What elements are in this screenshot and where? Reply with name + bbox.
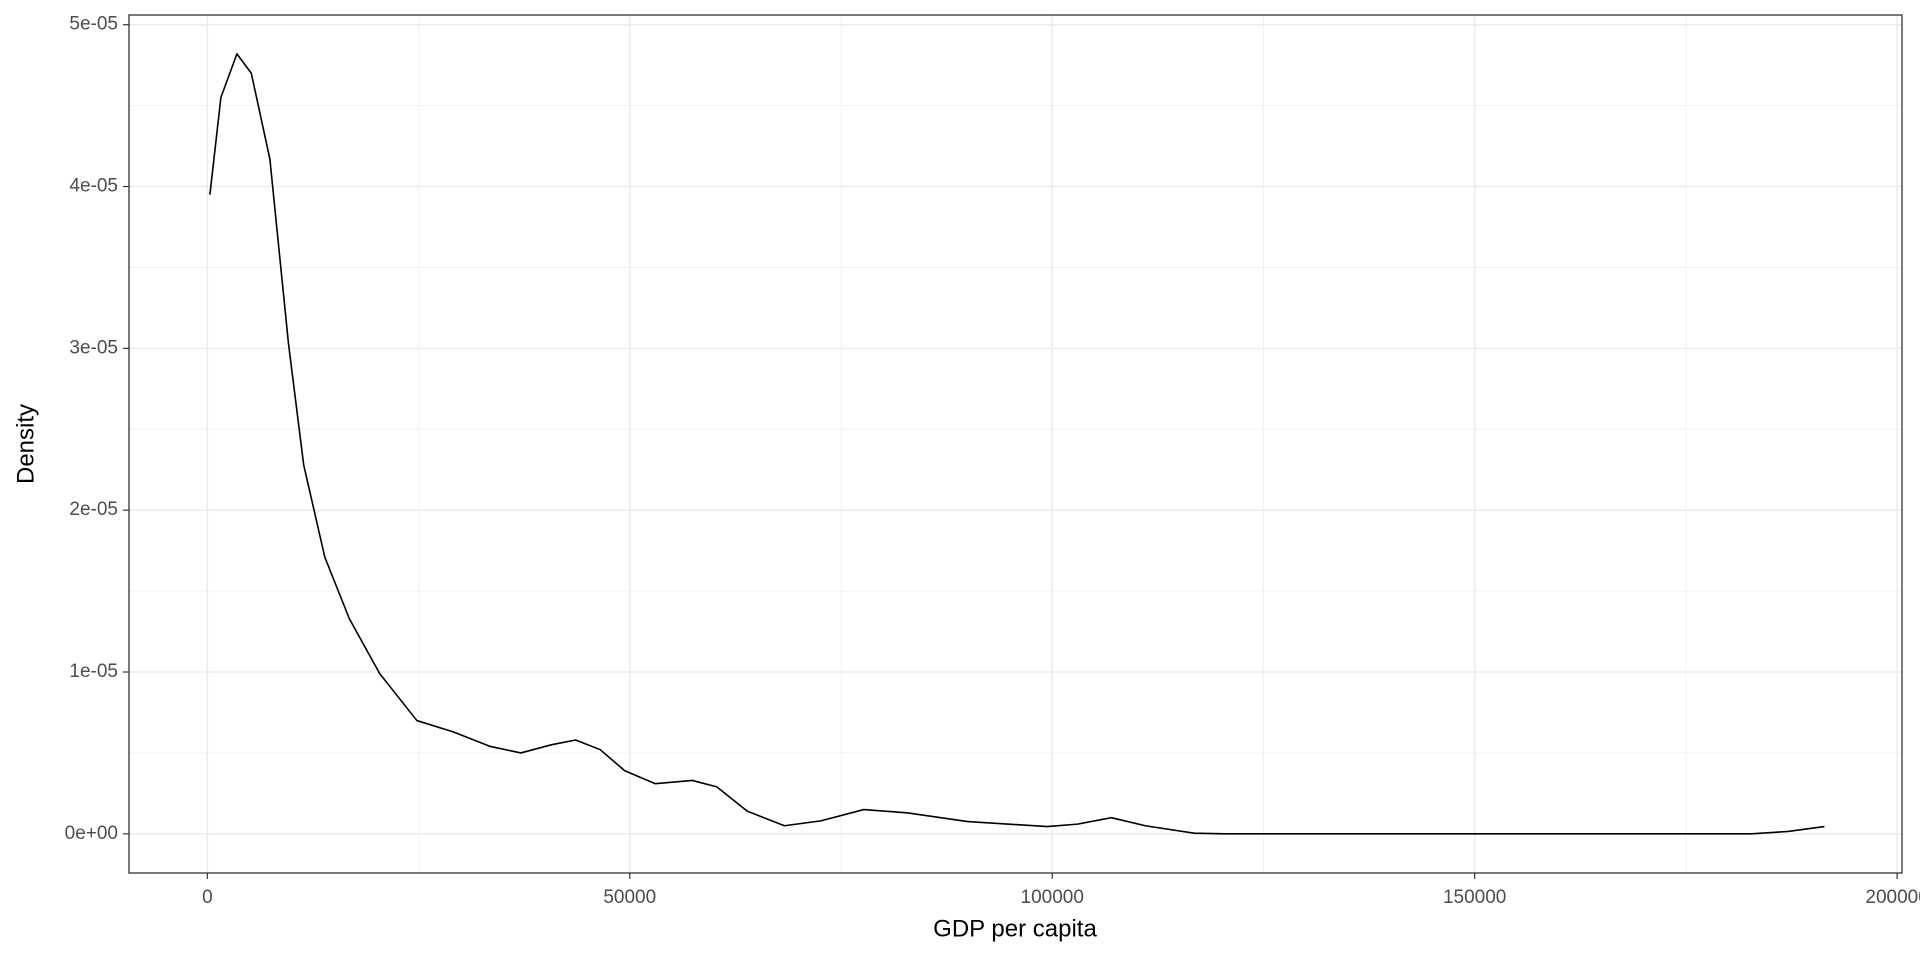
- y-tick-label: 5e-05: [69, 14, 118, 35]
- y-tick-label: 4e-05: [69, 176, 118, 197]
- x-tick-label: 150000: [1443, 887, 1506, 908]
- y-tick-label: 1e-05: [69, 661, 118, 682]
- x-tick-label: 50000: [603, 887, 656, 908]
- x-tick-label: 0: [202, 887, 213, 908]
- y-tick-label: 2e-05: [69, 499, 118, 520]
- x-tick-label: 100000: [1021, 887, 1084, 908]
- y-tick-label: 0e+00: [65, 823, 118, 844]
- panel-border: [128, 14, 1903, 874]
- y-tick-label: 3e-05: [69, 337, 118, 358]
- y-axis-title: Density: [12, 404, 39, 484]
- density-line: [209, 53, 1825, 835]
- x-axis-title: GDP per capita: [933, 915, 1097, 942]
